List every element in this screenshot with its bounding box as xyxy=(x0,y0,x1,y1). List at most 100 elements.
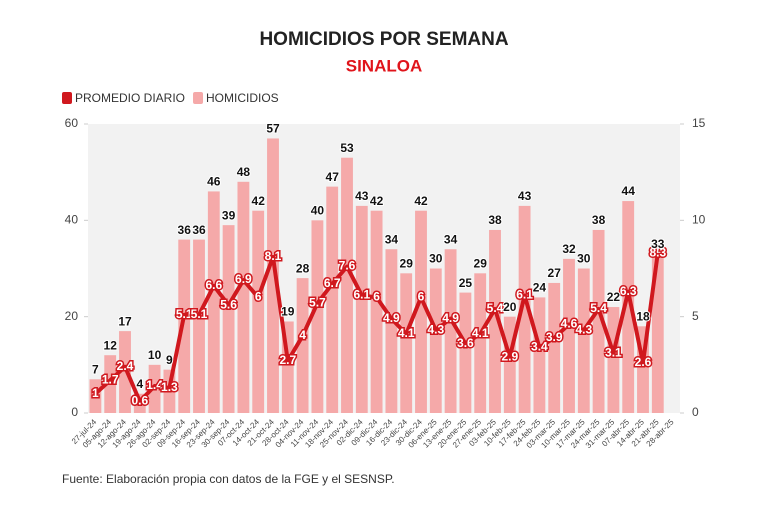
line-value-label: 2.4 xyxy=(117,359,134,373)
bar-value-label: 25 xyxy=(459,276,473,290)
bar xyxy=(415,210,427,413)
line-value-label: 6 xyxy=(255,290,262,304)
bar xyxy=(400,273,413,413)
line-value-label: 6.6 xyxy=(205,278,222,292)
bar xyxy=(296,278,309,413)
line-value-label: 3.4 xyxy=(531,340,548,354)
bar xyxy=(370,210,383,413)
bar-value-label: 20 xyxy=(503,300,517,314)
plot-area xyxy=(88,124,680,413)
line-value-label: 3.9 xyxy=(546,330,563,344)
bar xyxy=(355,205,368,413)
y-tick-label: 40 xyxy=(65,213,79,227)
bar-value-label: 28 xyxy=(296,261,310,275)
source-note: Fuente: Elaboración propia con datos de … xyxy=(62,472,395,486)
bar-value-label: 27 xyxy=(548,266,562,280)
line-value-label: 0.6 xyxy=(131,394,148,408)
line-value-label: 4.3 xyxy=(575,322,592,336)
line-value-label: 4.1 xyxy=(398,326,415,340)
bar xyxy=(622,201,635,413)
bar-value-label: 24 xyxy=(533,281,547,295)
bar xyxy=(637,326,649,413)
bar xyxy=(252,210,265,413)
bar xyxy=(503,316,516,413)
bar-value-label: 36 xyxy=(178,223,192,237)
bar xyxy=(267,138,279,413)
bar-value-label: 36 xyxy=(192,223,206,237)
bar xyxy=(607,307,620,413)
bar xyxy=(148,364,161,413)
bar-value-label: 33 xyxy=(651,237,665,251)
bar xyxy=(237,181,250,413)
line-value-label: 6 xyxy=(418,290,425,304)
line-value-label: 8.1 xyxy=(265,249,282,263)
bar-value-label: 32 xyxy=(562,242,576,256)
bar-value-label: 40 xyxy=(311,204,325,218)
line-value-label: 1.3 xyxy=(161,380,178,394)
line-value-label: 6.1 xyxy=(353,288,370,302)
bar-value-label: 10 xyxy=(148,348,162,362)
y2-tick-label: 10 xyxy=(692,213,706,227)
bar xyxy=(577,268,590,413)
bar xyxy=(444,249,457,413)
legend-swatch xyxy=(62,92,72,104)
line-value-label: 3.6 xyxy=(457,336,474,350)
bar-value-label: 43 xyxy=(355,189,369,203)
bar xyxy=(281,321,294,413)
bar xyxy=(119,331,131,413)
legend-swatch xyxy=(193,92,204,104)
bar xyxy=(429,268,442,413)
bar-value-label: 42 xyxy=(414,194,428,208)
bar xyxy=(163,369,176,413)
bar-value-label: 42 xyxy=(370,194,384,208)
bar-value-label: 43 xyxy=(518,189,532,203)
line-value-label: 2.6 xyxy=(635,355,652,369)
line-value-label: 1 xyxy=(92,386,99,400)
line-value-label: 2.9 xyxy=(501,349,518,363)
bar-value-label: 38 xyxy=(488,213,502,227)
bar-value-label: 17 xyxy=(118,314,132,328)
bar-value-label: 47 xyxy=(326,170,340,184)
bar-value-label: 39 xyxy=(222,208,236,222)
line-value-label: 1.4 xyxy=(146,378,163,392)
bar xyxy=(474,273,487,413)
bar-value-label: 19 xyxy=(281,305,295,319)
bar-value-label: 4 xyxy=(136,377,143,391)
bar-value-label: 48 xyxy=(237,165,251,179)
bar xyxy=(533,297,546,413)
line-value-label: 8.3 xyxy=(649,245,666,259)
line xyxy=(94,252,660,404)
y-tick-label: 20 xyxy=(65,309,79,323)
legend-label: HOMICIDIOS xyxy=(206,91,279,105)
line-value-label: 4.3 xyxy=(427,322,444,336)
line-value-label: 6 xyxy=(373,290,380,304)
bar-value-label: 18 xyxy=(636,309,650,323)
line-value-label: 5.6 xyxy=(220,297,237,311)
bar xyxy=(651,254,664,413)
bar-value-label: 30 xyxy=(577,252,591,266)
bar-value-label: 34 xyxy=(444,232,458,246)
bar xyxy=(341,157,353,413)
line-value-label: 4.9 xyxy=(442,311,459,325)
bar xyxy=(489,229,501,413)
line-value-label: 2.7 xyxy=(279,353,296,367)
bar xyxy=(178,239,191,413)
bar-value-label: 29 xyxy=(400,256,414,270)
line-value-label: 4.1 xyxy=(472,326,489,340)
bar-value-label: 9 xyxy=(166,353,173,367)
y2-tick-label: 15 xyxy=(692,116,706,130)
bar xyxy=(518,205,531,413)
line-value-label: 6.9 xyxy=(235,272,252,286)
bar xyxy=(326,186,339,413)
line-value-label: 7.6 xyxy=(339,259,356,273)
bar-value-label: 22 xyxy=(607,290,621,304)
line-value-label: 1.7 xyxy=(102,372,119,386)
bar-value-label: 7 xyxy=(92,362,99,376)
bar xyxy=(385,249,398,413)
line-value-label: 5.1 xyxy=(191,307,208,321)
chart-title: HOMICIDIOS POR SEMANA xyxy=(259,29,508,50)
bar xyxy=(104,355,117,413)
bar-value-label: 34 xyxy=(385,232,399,246)
bar xyxy=(459,292,472,413)
